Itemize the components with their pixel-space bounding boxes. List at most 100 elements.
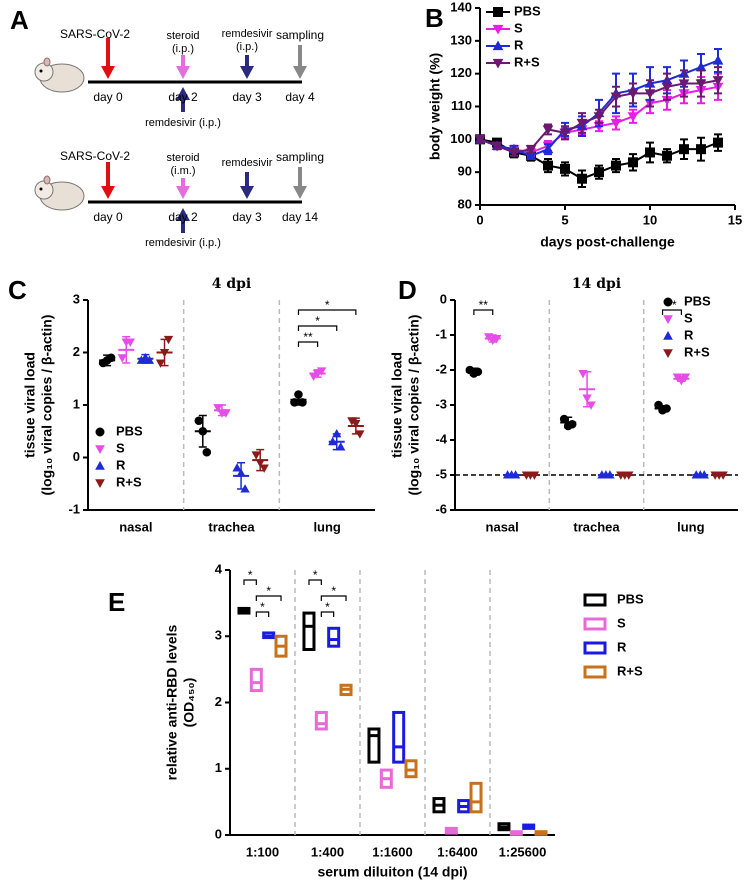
marker [194,416,204,426]
legend-swatch [583,665,607,679]
marker [610,118,622,129]
legend-label: PBS [116,423,143,438]
label: steroid [166,30,199,42]
marker [95,460,105,470]
label: remdesivir (i.p.) [145,117,221,129]
x-tick-label: lung [313,519,340,534]
marker [294,390,303,399]
marker [140,352,151,362]
marker [474,135,486,145]
significance-label: ** [667,298,677,312]
marker [594,167,604,178]
marker [155,359,166,368]
y-axis-label: (OD₄₅₀) [181,678,197,728]
bracket [255,611,270,617]
range-bar [314,710,328,731]
marker [610,92,622,103]
significance-label: * [331,584,336,598]
marker [240,484,250,493]
legend-label: PBS [617,591,644,606]
day-label: day 4 [285,90,315,104]
significance-label: * [325,298,330,312]
y-axis-label: tissue viral load [389,352,405,458]
legend-swatch [583,641,607,655]
bracket [255,595,282,601]
arrow [176,178,190,199]
label: steroid [166,152,199,164]
marker [163,335,174,345]
marker [605,470,615,479]
y-tick-label: -1 [435,326,447,341]
label: (i.p.) [172,43,194,55]
label: SARS-CoV-2 [60,149,130,163]
marker [663,315,673,325]
day-label: day 0 [93,210,123,224]
significance-label: * [260,600,265,614]
marker [95,445,105,455]
marker [627,112,639,122]
marker [559,128,571,139]
marker [559,414,569,424]
marker [355,430,365,439]
marker [312,369,323,379]
marker [491,141,503,152]
bracket [661,309,682,315]
range-bar [302,611,316,651]
hamster-icon [34,175,85,211]
marker [696,144,706,155]
legend-label: R [684,327,694,342]
bracket [308,579,322,585]
marker [221,409,231,418]
day-label: day 2 [168,90,198,104]
marker [560,163,570,174]
legend-label: S [116,440,125,455]
day-label: day 3 [232,210,262,224]
significance-label: * [248,568,253,582]
y-tick-label: 110 [451,98,472,113]
legend-label: R [514,37,524,52]
marker [662,404,671,413]
y-tick-label: 80 [458,196,472,211]
marker [493,7,503,17]
x-tick-label: 1:400 [311,844,344,859]
marker [543,160,553,171]
arrow [240,55,254,79]
x-tick-label: lung [677,519,704,534]
marker [680,373,691,382]
significance-label: ** [303,330,313,344]
label: sampling [276,150,324,164]
marker [198,426,208,436]
y-tick-label: 0 [73,449,80,464]
y-tick-label: 1 [215,760,222,775]
marker [232,463,242,472]
arrow [176,208,190,233]
marker [492,24,504,35]
y-tick-label: -5 [435,466,447,481]
marker [308,372,319,381]
label: (i.p.) [236,41,258,53]
marker [95,479,105,489]
x-axis-label: days post-challenge [540,234,675,250]
marker [125,338,135,347]
label: SARS-CoV-2 [60,27,130,41]
marker [336,442,346,451]
bracket [243,579,257,585]
significance-label: * [315,314,320,328]
marker [492,334,502,344]
panel-label: E [108,587,125,617]
bracket [473,309,494,315]
day-label: day 14 [282,210,318,224]
y-tick-label: 140 [450,0,472,14]
marker [510,470,521,479]
y-tick-label: -2 [435,361,447,376]
marker [567,419,577,429]
range-bar [249,667,263,693]
marker [699,470,709,479]
marker [712,55,724,65]
y-axis-label: relative anti-RBD levels [164,624,180,780]
range-bar [392,710,406,764]
marker [663,297,673,307]
y-tick-label: 100 [450,131,472,146]
bracket [297,325,338,331]
marker [593,112,605,122]
